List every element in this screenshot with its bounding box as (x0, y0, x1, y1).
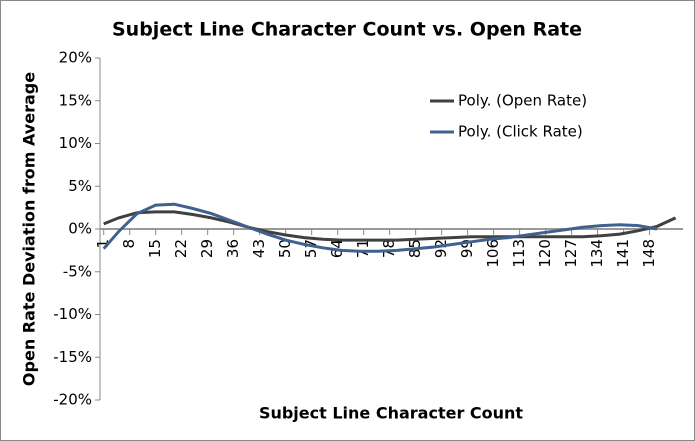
y-tick-label: 5% (68, 177, 92, 195)
x-tick-label: 141 (614, 239, 632, 268)
y-axis-label: Open Rate Deviation from Average (20, 72, 39, 386)
legend-label: Poly. (Click Rate) (458, 123, 583, 141)
chart-title: Subject Line Character Count vs. Open Ra… (112, 19, 582, 41)
x-tick-label: 1 (94, 239, 112, 249)
y-tick-label: 0% (68, 220, 92, 238)
series-line (103, 210, 677, 242)
y-tick-label: -20% (53, 391, 92, 409)
x-tick-label: 78 (380, 239, 398, 258)
x-axis-label: Subject Line Character Count (259, 404, 523, 423)
y-tick-label: 10% (59, 134, 92, 152)
x-tick-label: 113 (510, 239, 528, 268)
x-tick-label: 15 (146, 239, 164, 258)
y-tick-label: 15% (59, 91, 92, 109)
y-tick-label: -15% (53, 348, 92, 366)
x-tick-label: 36 (224, 239, 242, 258)
y-tick-label: -10% (53, 305, 92, 323)
y-tick-label: -5% (63, 262, 92, 280)
x-tick-label: 92 (432, 239, 450, 258)
x-tick-label: 8 (120, 239, 138, 249)
x-tick-label: 29 (198, 239, 216, 258)
legend-label: Poly. (Open Rate) (458, 92, 587, 110)
y-tick-label: 20% (59, 49, 92, 67)
x-tick-label: 127 (562, 239, 580, 268)
x-tick-label: 57 (302, 239, 320, 258)
series-line (102, 202, 658, 253)
x-tick-label: 71 (354, 239, 372, 258)
x-tick-label: 22 (172, 239, 190, 258)
x-tick-label: 148 (640, 239, 658, 268)
x-tick-label: 120 (536, 239, 554, 268)
x-tick-label: 50 (276, 239, 294, 258)
x-tick-label: 134 (588, 239, 606, 268)
x-tick-label: 106 (484, 239, 502, 268)
x-tick-label: 43 (250, 239, 268, 258)
